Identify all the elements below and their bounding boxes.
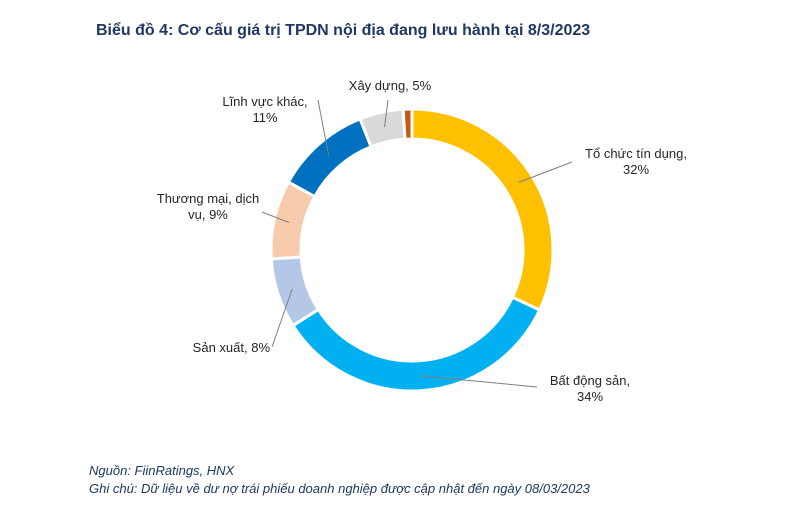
- chart-title: Biểu đồ 4: Cơ cấu giá trị TPDN nội địa đ…: [96, 22, 591, 39]
- leader-line-4: [261, 211, 290, 223]
- leader-line-3: [271, 288, 293, 348]
- data-label-3: Sản xuất, 8%: [193, 340, 271, 355]
- slice-extra: [401, 107, 414, 141]
- data-label-5: Lĩnh vực khác, 11%: [222, 94, 307, 125]
- slice-1: [410, 107, 555, 313]
- slice-3: [269, 255, 321, 328]
- data-label-1: Tổ chức tín dụng, 32%: [585, 146, 687, 177]
- leader-line-1: [518, 161, 573, 183]
- data-label-6: Xây dựng, 5%: [349, 78, 432, 93]
- data-label-2: Bất động sản, 34%: [550, 373, 630, 404]
- leader-line-2: [419, 375, 538, 388]
- slice-5: [286, 116, 374, 199]
- comment-note: Ghi chú: Dữ liệu về dư nợ trái phiếu doa…: [89, 481, 590, 496]
- source-note: Nguồn: FiinRatings, HNX: [89, 463, 235, 478]
- leader-line-6: [384, 99, 389, 128]
- leader-line-5: [317, 99, 330, 156]
- data-label-4: Thương mại, dịch vụ, 9%: [157, 191, 260, 222]
- slice-2: [290, 295, 542, 393]
